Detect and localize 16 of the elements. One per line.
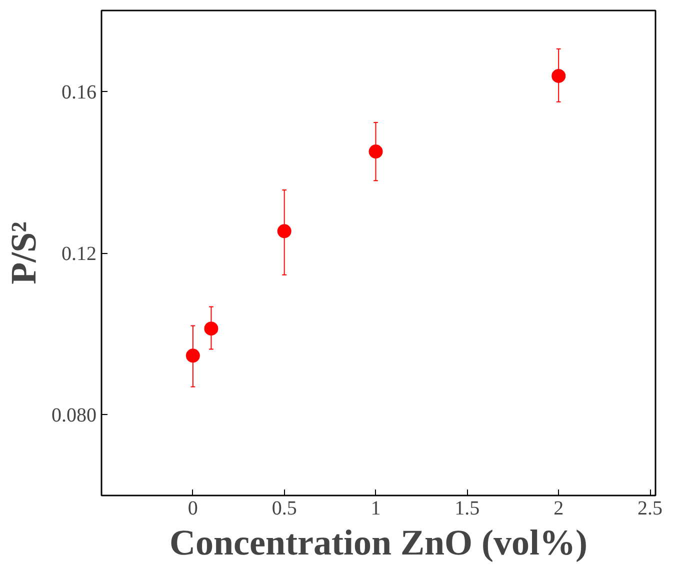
point <box>277 224 292 238</box>
x-tick-label: 1 <box>370 498 381 520</box>
x-tick-label: 0 <box>188 498 198 520</box>
x-tick-label: 2.5 <box>638 498 663 520</box>
x-axis-title: Concentration ZnO (vol%) <box>170 522 588 562</box>
point <box>368 144 383 159</box>
point <box>204 322 218 336</box>
x-tick-label: 0.5 <box>272 498 297 520</box>
point <box>552 68 566 83</box>
y-axis-title: P/S² <box>4 222 44 284</box>
y-tick-label: 0.16 <box>62 81 96 104</box>
point <box>186 348 200 363</box>
x-tick-label: 1.5 <box>454 498 480 520</box>
y-tick-label: 0.12 <box>62 243 96 265</box>
x-tick-label: 2 <box>554 498 564 520</box>
y-tick-label: 0.080 <box>52 404 96 427</box>
